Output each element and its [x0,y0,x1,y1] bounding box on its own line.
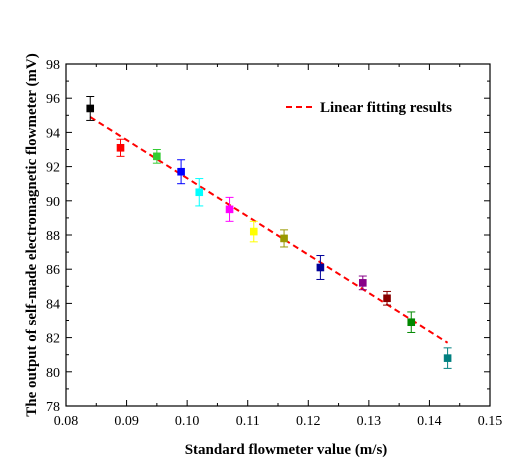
legend-label: Linear fitting results [320,100,452,116]
y-tick-label: 96 [46,92,60,107]
y-tick-label: 78 [46,400,60,415]
data-point [443,354,452,362]
x-tick-label: 0.08 [54,414,79,429]
data-point [195,188,204,197]
fit-line [89,116,449,344]
data-point [177,167,185,176]
data-point [407,318,416,327]
data-point [280,234,288,243]
y-tick-label: 92 [46,161,60,176]
y-tick-label: 82 [46,332,60,347]
x-tick-label: 0.09 [114,414,139,429]
data-point [316,263,325,272]
legend: Linear fitting results [286,100,452,116]
x-tick-label: 0.13 [357,414,382,429]
x-axis-title: Standard flowmeter value (m/s) [185,442,388,458]
data-point [249,227,258,236]
y-tick-label: 80 [46,366,60,381]
data-point [383,294,391,303]
x-tick-label: 0.15 [478,414,503,429]
chart-axes: 0.08 0.09 0.10 0.11 0.12 0.13 0.14 0.15 78 80 82 84… [46,58,502,429]
x-tick-label: 0.10 [175,414,200,429]
y-tick-label: 98 [46,58,60,73]
data-point [358,279,367,287]
chart-marks [86,95,452,369]
data-point [153,152,161,161]
y-axis-title: The output of self-made electromagnetic … [24,53,40,417]
data-point [116,143,125,152]
x-tick-label: 0.14 [417,414,442,429]
y-tick-label: 90 [46,195,60,210]
y-tick-label: 88 [46,229,60,244]
y-tick-label: 84 [46,297,60,312]
data-point [86,104,95,113]
y-tick-label: 94 [46,126,60,141]
x-tick-label: 0.11 [236,414,260,429]
data-point [225,205,234,214]
x-tick-label: 0.12 [296,414,321,429]
y-tick-label: 86 [46,263,60,278]
